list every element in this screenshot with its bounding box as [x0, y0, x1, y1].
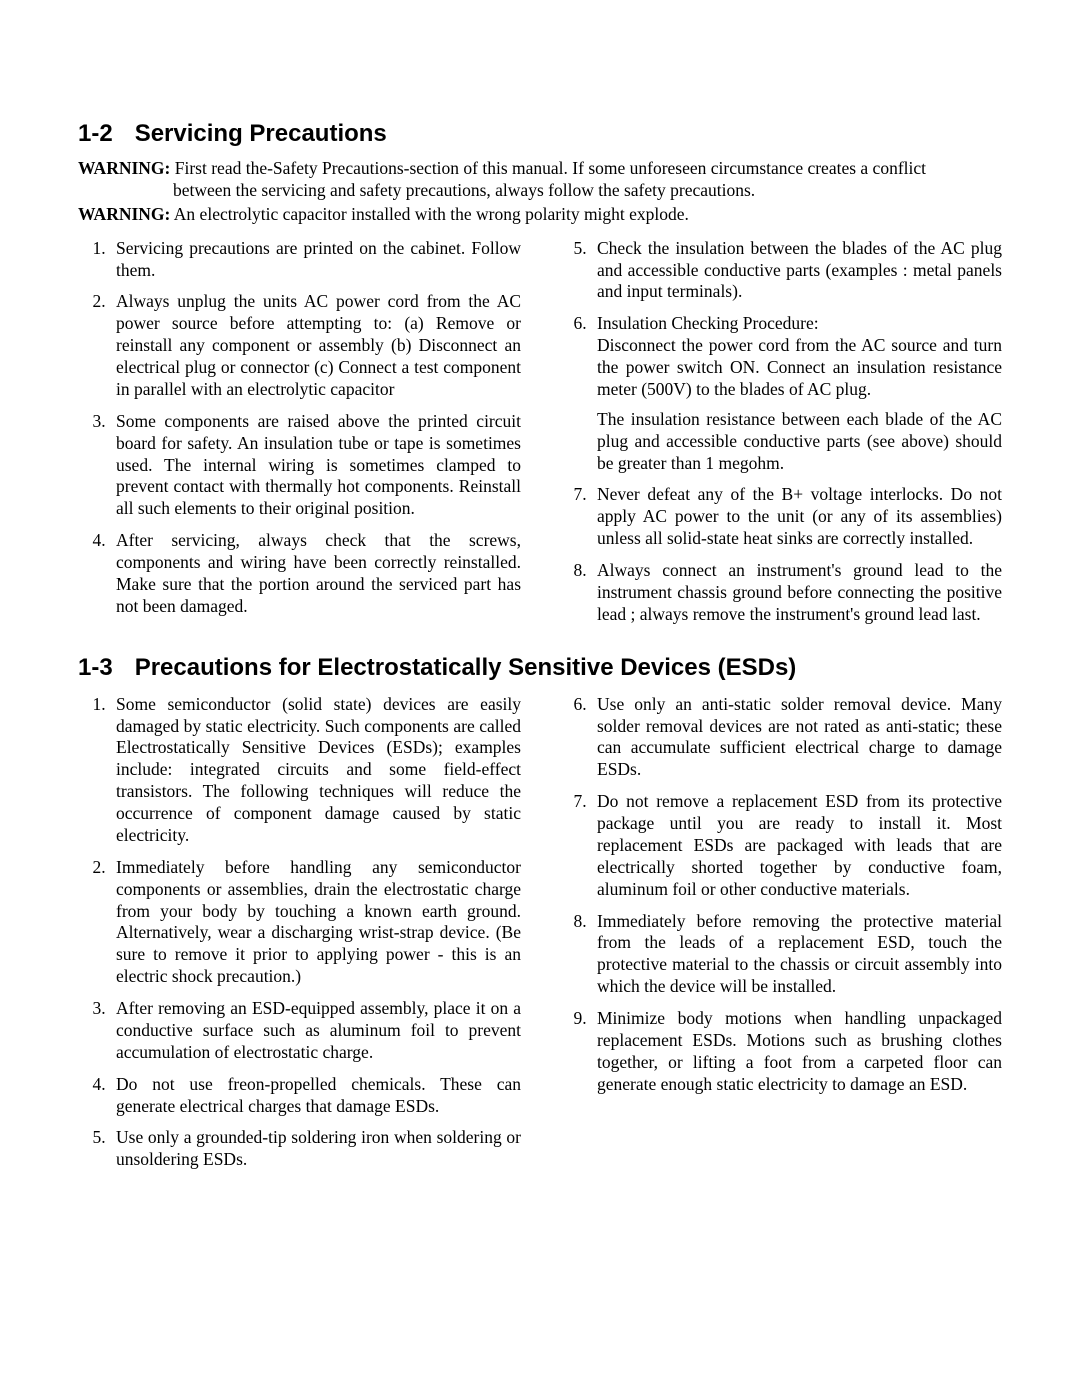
warning-text: First read the-Safety Precautions-sectio… [175, 158, 926, 178]
warning-text-line2: between the servicing and safety precaut… [78, 180, 1002, 202]
section-number: 1-3 [78, 654, 113, 682]
warning-text: An electrolytic capacitor installed with… [174, 204, 689, 224]
warning-label: WARNING: [78, 158, 170, 178]
list-item: Minimize body motions when handling unpa… [591, 1008, 1002, 1096]
list-item: After removing an ESD-equipped assembly,… [110, 998, 521, 1064]
list-item: Use only a grounded-tip soldering iron w… [110, 1127, 521, 1171]
right-column: Use only an anti-static solder removal d… [559, 694, 1002, 1182]
list-item: Do not use freon-propelled chemicals. Th… [110, 1074, 521, 1118]
list-1-2-right: Check the insulation between the blades … [559, 238, 1002, 626]
list-item-line: Disconnect the power cord from the AC so… [597, 335, 1002, 399]
list-item: Always unplug the units AC power cord fr… [110, 291, 521, 400]
heading-1-3: 1-3 Precautions for Electrostatically Sen… [78, 654, 1002, 682]
warning-1: WARNING: First read the-Safety Precautio… [78, 158, 1002, 202]
list-1-3-right: Use only an anti-static solder removal d… [559, 694, 1002, 1096]
list-item-subpara: The insulation resistance between each b… [597, 409, 1002, 475]
section-1-3: 1-3 Precautions for Electrostatically Sen… [78, 654, 1002, 1182]
list-item: Some components are raised above the pri… [110, 411, 521, 520]
list-1-3-left: Some semiconductor (solid state) devices… [78, 694, 521, 1172]
list-item: Insulation Checking Procedure: Disconnec… [591, 313, 1002, 474]
list-1-2-left: Servicing precautions are printed on the… [78, 238, 521, 618]
left-column: Servicing precautions are printed on the… [78, 238, 521, 636]
section-number: 1-2 [78, 120, 113, 148]
list-item: Use only an anti-static solder removal d… [591, 694, 1002, 782]
document-page: 1-2 Servicing Precautions WARNING: First … [0, 0, 1080, 1181]
section-title: Precautions for Electrostatically Sensit… [135, 654, 797, 681]
warning-2: WARNING: An electrolytic capacitor insta… [78, 204, 1002, 226]
list-item: Check the insulation between the blades … [591, 238, 1002, 304]
list-item: Never defeat any of the B+ voltage inter… [591, 484, 1002, 550]
columns-1-3: Some semiconductor (solid state) devices… [78, 694, 1002, 1182]
list-item: After servicing, always check that the s… [110, 530, 521, 618]
section-title: Servicing Precautions [135, 120, 387, 147]
list-item: Always connect an instrument's ground le… [591, 560, 1002, 626]
list-item: Some semiconductor (solid state) devices… [110, 694, 521, 847]
columns-1-2: Servicing precautions are printed on the… [78, 238, 1002, 636]
list-item: Immediately before removing the protecti… [591, 911, 1002, 999]
warning-label: WARNING: [78, 204, 170, 224]
list-item-line: Insulation Checking Procedure: [597, 313, 819, 333]
right-column: Check the insulation between the blades … [559, 238, 1002, 636]
list-item: Do not remove a replacement ESD from its… [591, 791, 1002, 900]
list-item: Servicing precautions are printed on the… [110, 238, 521, 282]
list-item: Immediately before handling any semicond… [110, 857, 521, 988]
heading-1-2: 1-2 Servicing Precautions [78, 120, 1002, 148]
left-column: Some semiconductor (solid state) devices… [78, 694, 521, 1182]
